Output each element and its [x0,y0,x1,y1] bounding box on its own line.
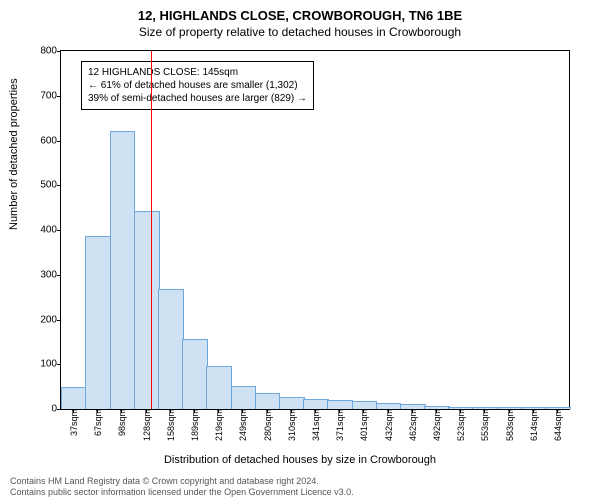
y-tick-label: 500 [27,180,61,191]
histogram-bar [61,387,87,409]
x-tick-label: 401sqm [357,409,369,441]
annotation-line1: 12 HIGHLANDS CLOSE: 145sqm [88,66,307,79]
x-tick-mark [436,409,437,413]
x-tick-mark [97,409,98,413]
x-tick-label: 644sqm [551,409,563,441]
histogram-bar [206,366,232,410]
x-tick-mark [412,409,413,413]
chart-subtitle: Size of property relative to detached ho… [0,23,600,39]
plot-area: 12 HIGHLANDS CLOSE: 145sqm ← 61% of deta… [60,50,570,410]
chart-title: 12, HIGHLANDS CLOSE, CROWBOROUGH, TN6 1B… [0,0,600,23]
y-tick-mark [57,96,61,97]
x-tick-label: 67sqm [91,409,103,436]
y-tick-label: 600 [27,135,61,146]
x-tick-mark [484,409,485,413]
y-tick-mark [57,364,61,365]
histogram-bar [158,289,184,409]
x-tick-label: 371sqm [333,409,345,441]
x-tick-mark [339,409,340,413]
x-tick-label: 128sqm [140,409,152,441]
x-tick-mark [291,409,292,413]
x-tick-label: 432sqm [382,409,394,441]
y-tick-mark [57,185,61,186]
x-tick-label: 492sqm [430,409,442,441]
y-tick-mark [57,320,61,321]
x-tick-mark [315,409,316,413]
x-tick-mark [242,409,243,413]
y-tick-mark [57,51,61,52]
x-tick-mark [460,409,461,413]
x-tick-label: 219sqm [212,409,224,441]
x-tick-mark [121,409,122,413]
footer-line2: Contains public sector information licen… [10,487,600,498]
y-tick-mark [57,409,61,410]
footer-line1: Contains HM Land Registry data © Crown c… [10,476,600,487]
y-tick-mark [57,230,61,231]
histogram-bar [255,393,281,409]
x-tick-label: 98sqm [115,409,127,436]
y-tick-label: 200 [27,314,61,325]
x-tick-mark [509,409,510,413]
x-tick-mark [194,409,195,413]
y-tick-label: 0 [27,404,61,415]
x-tick-mark [218,409,219,413]
x-tick-label: 37sqm [67,409,79,436]
x-tick-label: 280sqm [261,409,273,441]
x-tick-mark [267,409,268,413]
x-tick-mark [533,409,534,413]
y-tick-mark [57,141,61,142]
histogram-bar [279,397,305,409]
histogram-bar [327,400,353,409]
x-tick-mark [146,409,147,413]
x-tick-label: 614sqm [527,409,539,441]
histogram-bar [182,339,208,409]
x-tick-mark [388,409,389,413]
y-tick-label: 300 [27,269,61,280]
x-tick-mark [363,409,364,413]
x-tick-mark [73,409,74,413]
y-tick-label: 400 [27,225,61,236]
y-tick-label: 100 [27,359,61,370]
x-tick-label: 189sqm [188,409,200,441]
x-tick-label: 523sqm [454,409,466,441]
histogram-bar [352,401,378,409]
histogram-bar [231,386,257,409]
y-tick-mark [57,275,61,276]
y-tick-label: 700 [27,90,61,101]
x-axis-label: Distribution of detached houses by size … [0,454,600,466]
histogram-bar [85,236,111,409]
x-tick-label: 341sqm [309,409,321,441]
histogram-bar [303,399,329,409]
x-tick-label: 583sqm [503,409,515,441]
x-tick-label: 158sqm [164,409,176,441]
annotation-box: 12 HIGHLANDS CLOSE: 145sqm ← 61% of deta… [81,61,314,110]
annotation-line2: ← 61% of detached houses are smaller (1,… [88,79,307,92]
property-marker-line [151,51,152,409]
x-tick-label: 553sqm [478,409,490,441]
y-tick-label: 800 [27,46,61,57]
x-tick-mark [170,409,171,413]
y-axis-label: Number of detached properties [8,78,20,230]
x-tick-label: 310sqm [285,409,297,441]
annotation-line3: 39% of semi-detached houses are larger (… [88,92,307,105]
x-tick-label: 249sqm [236,409,248,441]
x-tick-label: 462sqm [406,409,418,441]
footer-attribution: Contains HM Land Registry data © Crown c… [0,476,600,498]
histogram-bar [110,131,136,409]
histogram-bar [134,211,160,409]
x-tick-mark [557,409,558,413]
